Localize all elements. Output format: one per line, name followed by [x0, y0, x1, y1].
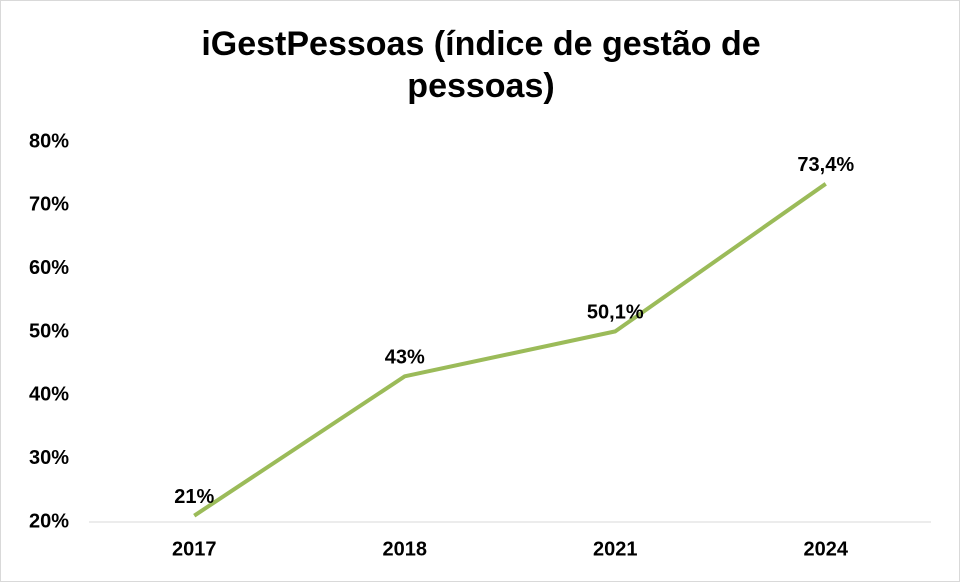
x-tick-label: 2018	[383, 538, 428, 560]
x-tick-label: 2017	[172, 538, 217, 560]
data-label: 50,1%	[587, 302, 644, 324]
data-label: 73,4%	[797, 154, 854, 176]
y-tick-label: 20%	[29, 510, 69, 532]
data-label: 21%	[174, 486, 214, 508]
y-tick-label: 30%	[29, 447, 69, 469]
y-tick-label: 50%	[29, 320, 69, 342]
x-tick-label: 2021	[593, 538, 638, 560]
chart-title: iGestPessoas (índice de gestão de pessoa…	[201, 25, 761, 105]
y-tick-label: 80%	[29, 130, 69, 152]
data-line	[193, 182, 827, 518]
y-tick-label: 70%	[29, 194, 69, 216]
y-tick-label: 60%	[29, 257, 69, 279]
data-label: 43%	[385, 347, 425, 369]
x-tick-label: 2024	[804, 538, 849, 560]
y-tick-label: 40%	[29, 384, 69, 406]
